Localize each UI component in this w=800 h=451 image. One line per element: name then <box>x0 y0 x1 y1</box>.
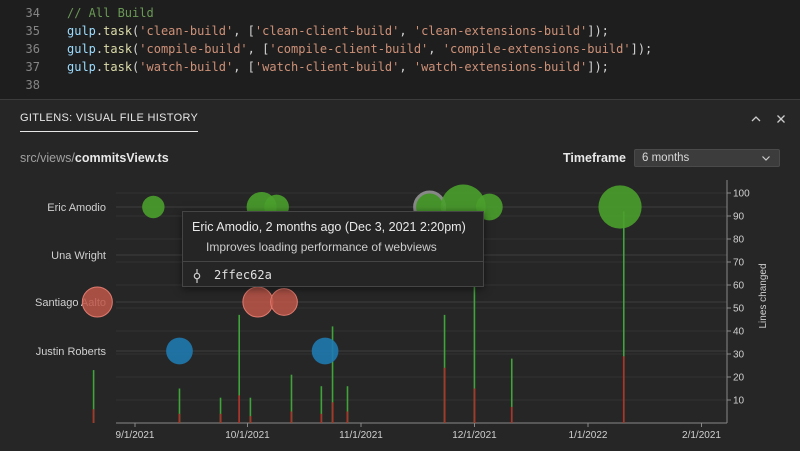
commit-bubble[interactable] <box>142 195 165 219</box>
author-label: Justin Roberts <box>36 346 107 358</box>
y-tick-label: 30 <box>733 350 745 361</box>
tooltip-divider <box>183 261 483 262</box>
commit-bubble[interactable] <box>598 185 642 229</box>
line-number: 37 <box>25 60 40 74</box>
commit-bubble[interactable] <box>242 286 274 318</box>
y-tick-label: 20 <box>733 373 745 384</box>
commit-bubble[interactable] <box>166 337 193 365</box>
x-tick-label: 9/1/2021 <box>116 430 155 441</box>
chevron-up-icon[interactable] <box>747 112 765 130</box>
line-number: 36 <box>25 42 40 56</box>
code-text: gulp.task('watch-build', ['watch-client-… <box>67 60 609 74</box>
y-tick-label: 10 <box>733 396 745 407</box>
y-tick-label: 90 <box>733 212 745 223</box>
y-tick-label: 60 <box>733 281 745 292</box>
timeframe-value: 6 months <box>642 152 690 164</box>
commit-bubble[interactable] <box>311 337 339 365</box>
author-label: Una Wright <box>51 250 106 262</box>
commit-bubble[interactable] <box>81 286 113 318</box>
code-text: // All Build <box>67 6 154 20</box>
code-text: gulp.task('compile-build', ['compile-cli… <box>67 42 653 56</box>
tooltip-message: Improves loading performance of webviews <box>206 240 437 254</box>
file-path-dir: src/views/ <box>20 151 75 165</box>
tooltip-title: Eric Amodio, 2 months ago (Dec 3, 2021 2… <box>192 220 466 234</box>
commit-bubble[interactable] <box>270 288 298 316</box>
y-tick-label: 40 <box>733 327 745 338</box>
y-tick-label: 50 <box>733 304 745 315</box>
panel-title[interactable]: GITLENS: VISUAL FILE HISTORY <box>20 112 199 132</box>
y-tick-label: 70 <box>733 258 745 269</box>
code-editor[interactable]: 34 // All Build 35 gulp.task('clean-build',… <box>0 0 800 98</box>
close-icon[interactable] <box>772 112 790 130</box>
chevron-down-icon <box>761 150 771 169</box>
y-axis-label: Lines changed <box>758 263 769 328</box>
x-tick-label: 12/1/2021 <box>452 430 497 441</box>
y-tick-label: 100 <box>733 189 750 200</box>
x-tick-label: 11/1/2021 <box>339 430 383 441</box>
timeframe-label: Timeframe <box>563 151 626 165</box>
x-tick-label: 1/1/2022 <box>569 430 608 441</box>
line-number: 38 <box>25 78 40 92</box>
git-commit-icon <box>193 269 201 283</box>
file-path: src/views/commitsView.ts <box>20 151 169 165</box>
line-number: 35 <box>25 24 40 38</box>
y-tick-label: 80 <box>733 235 745 246</box>
x-tick-label: 10/1/2021 <box>225 430 270 441</box>
file-path-name: commitsView.ts <box>74 151 169 165</box>
commit-tooltip: Eric Amodio, 2 months ago (Dec 3, 2021 2… <box>182 211 484 287</box>
tooltip-sha[interactable]: 2ffec62a <box>214 268 272 282</box>
code-text: gulp.task('clean-build', ['clean-client-… <box>67 24 609 38</box>
x-tick-label: 2/1/2021 <box>682 430 721 441</box>
timeframe-select[interactable]: 6 months <box>634 149 780 167</box>
line-number: 34 <box>25 6 40 20</box>
author-label: Eric Amodio <box>47 202 106 214</box>
